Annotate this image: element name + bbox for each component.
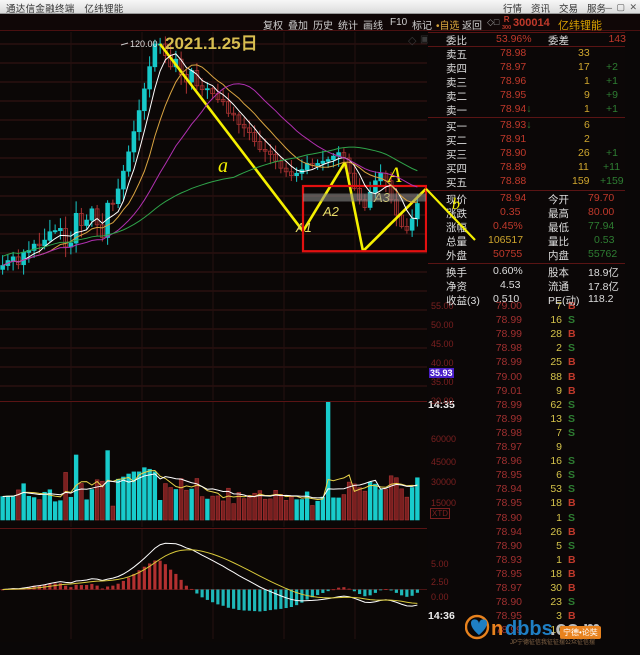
svg-text:A2: A2 [322,204,340,219]
svg-text:120.00: 120.00 [130,39,158,49]
svg-text:a: a [218,155,228,177]
svg-text:n: n [491,618,503,640]
svg-text:2021.1.25日: 2021.1.25日 [165,34,258,53]
